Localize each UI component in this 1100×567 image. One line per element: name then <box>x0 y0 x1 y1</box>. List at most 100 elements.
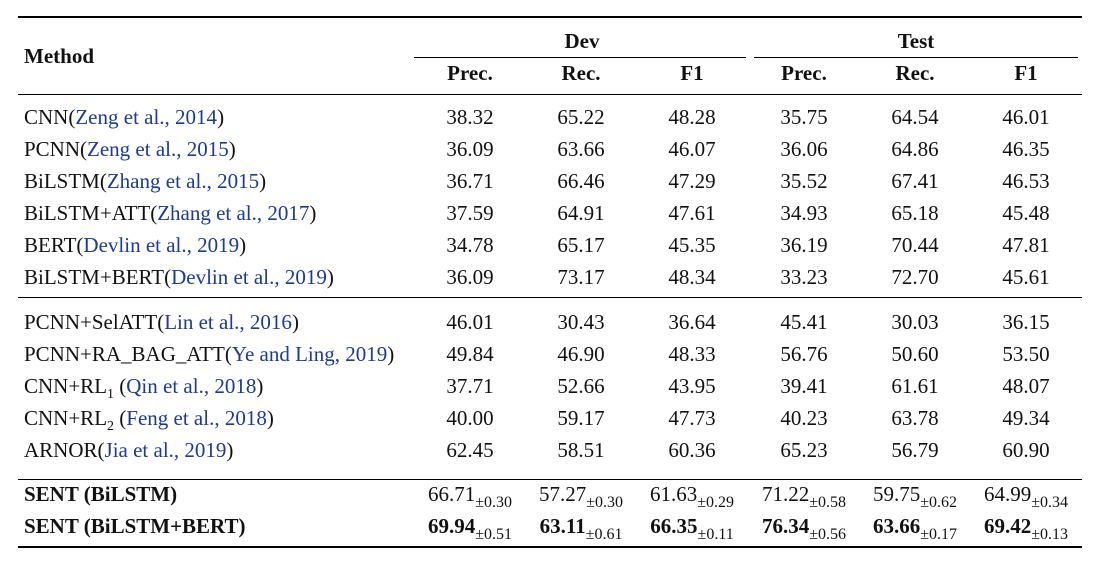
citation-link: Lin et al., 2016 <box>164 310 292 334</box>
value-cell: 47.73 <box>668 406 716 430</box>
group-underline-test <box>754 57 1078 58</box>
value-cell: 40.00 <box>446 406 494 430</box>
value-cell: 62.45 <box>446 438 494 462</box>
value-cell: 56.76 <box>780 342 828 366</box>
method-cell: PCNN+RA_BAG_ATT(Ye and Ling, 2019) <box>24 342 395 366</box>
citation-link: Devlin et al., 2019 <box>171 265 327 289</box>
method-cell: BERT(Devlin et al., 2019) <box>24 233 247 257</box>
value-cell: 40.23 <box>780 406 828 430</box>
value-cell: 59.17 <box>557 406 605 430</box>
top-rule <box>18 16 1082 18</box>
value-cell: 46.01 <box>1002 105 1050 129</box>
value-cell: 65.17 <box>557 233 605 257</box>
mean-value: 66.71 <box>427 482 476 506</box>
method-name: ARNOR <box>24 438 98 462</box>
mean-value: 76.34 <box>761 514 810 538</box>
value-cell: 48.34 <box>668 265 716 289</box>
mean-value: 59.75 <box>872 482 921 506</box>
method-name: CNN <box>24 105 69 129</box>
section-rule-1 <box>18 297 1082 298</box>
method-name: CNN+RL <box>24 406 108 430</box>
value-cell: 45.41 <box>780 310 828 334</box>
value-cell: 37.59 <box>446 201 494 225</box>
value-cell: 63.66±0.17 <box>853 511 977 543</box>
value-cell: 60.90 <box>1002 438 1050 462</box>
std-value: ±0.30 <box>475 494 513 511</box>
header-group-test: Test <box>897 29 935 53</box>
value-cell: 34.93 <box>780 201 828 225</box>
std-value: ±0.34 <box>1031 494 1069 511</box>
std-value: ±0.61 <box>585 526 623 543</box>
header-rule <box>18 94 1082 95</box>
header-metric: Rec. <box>895 61 935 85</box>
method-name: BiLSTM+ATT <box>24 201 151 225</box>
method-cell: CNN+RL2 (Feng et al., 2018) <box>24 406 274 434</box>
value-cell: 52.66 <box>557 374 605 398</box>
value-cell: 45.61 <box>1002 265 1050 289</box>
method-name: BERT <box>24 233 77 257</box>
value-cell: 38.32 <box>446 105 494 129</box>
citation-link: Zeng et al., 2015 <box>87 137 229 161</box>
method-cell: PCNN(Zeng et al., 2015) <box>24 137 236 161</box>
mean-value: 71.22 <box>761 482 810 506</box>
citation-link: Zhang et al., 2015 <box>106 169 260 193</box>
value-cell: 48.28 <box>668 105 716 129</box>
value-cell: 34.78 <box>446 233 494 257</box>
std-value: ±0.30 <box>586 494 624 511</box>
value-cell: 64.54 <box>891 105 939 129</box>
value-cell: 56.79 <box>891 438 939 462</box>
bottom-rule <box>18 546 1082 548</box>
value-cell: 53.50 <box>1002 342 1050 366</box>
std-value: ±0.17 <box>920 526 958 543</box>
header-metric: F1 <box>680 61 704 85</box>
value-cell: 46.53 <box>1002 169 1050 193</box>
value-cell: 33.23 <box>780 265 828 289</box>
value-cell: 36.64 <box>668 310 716 334</box>
value-cell: 76.34±0.56 <box>742 511 866 543</box>
value-cell: 35.75 <box>780 105 828 129</box>
value-cell: 59.75±0.62 <box>853 479 977 511</box>
value-cell: 57.27±0.30 <box>519 479 643 511</box>
value-cell: 30.03 <box>891 310 939 334</box>
header-metric: Rec. <box>561 61 601 85</box>
value-cell: 65.18 <box>891 201 939 225</box>
method-cell: CNN+RL1 (Qin et al., 2018) <box>24 374 264 402</box>
citation-link: Ye and Ling, 2019 <box>231 342 388 366</box>
value-cell: 35.52 <box>780 169 828 193</box>
mean-value: 64.99 <box>983 482 1032 506</box>
header-group-dev: Dev <box>564 29 600 53</box>
value-cell: 64.99±0.34 <box>964 479 1088 511</box>
citation-link: Feng et al., 2018 <box>126 406 267 430</box>
value-cell: 46.90 <box>557 342 605 366</box>
mean-value: 69.42 <box>983 514 1032 538</box>
std-value: ±0.56 <box>809 526 847 543</box>
value-cell: 63.78 <box>891 406 939 430</box>
value-cell: 39.41 <box>780 374 828 398</box>
value-cell: 65.22 <box>557 105 605 129</box>
header-method: Method <box>24 44 94 68</box>
mean-value: 57.27 <box>538 482 587 506</box>
method-cell: BiLSTM(Zhang et al., 2015) <box>24 169 267 193</box>
method-name: BiLSTM <box>24 169 100 193</box>
value-cell: 36.71 <box>446 169 494 193</box>
method-name: PCNN+RA_BAG_ATT <box>24 342 225 366</box>
mean-value: 63.11 <box>539 514 586 538</box>
value-cell: 49.34 <box>1002 406 1050 430</box>
value-cell: 47.29 <box>668 169 716 193</box>
value-cell: 61.63±0.29 <box>630 479 754 511</box>
value-cell: 71.22±0.58 <box>742 479 866 511</box>
std-value: ±0.29 <box>697 494 735 511</box>
header-metric: Prec. <box>447 61 493 85</box>
method-name: SENT (BiLSTM) <box>24 482 178 506</box>
value-cell: 69.94±0.51 <box>408 511 532 543</box>
method-cell: CNN(Zeng et al., 2014) <box>24 105 225 129</box>
citation-link: Devlin et al., 2019 <box>83 233 240 257</box>
header-metric: Prec. <box>781 61 827 85</box>
method-cell: ARNOR(Jia et al., 2019) <box>24 438 234 462</box>
std-value: ±0.58 <box>809 494 847 511</box>
value-cell: 60.36 <box>668 438 716 462</box>
method-cell: BiLSTM+BERT(Devlin et al., 2019) <box>24 265 334 289</box>
citation-link: Zeng et al., 2014 <box>75 105 218 129</box>
value-cell: 64.86 <box>891 137 939 161</box>
citation-link: Zhang et al., 2017 <box>157 201 310 225</box>
